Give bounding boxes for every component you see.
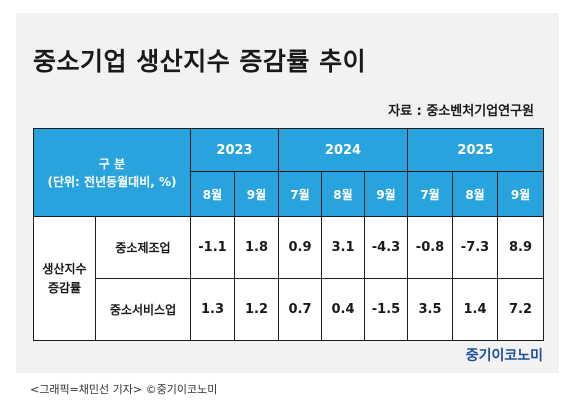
header-gubun-label: 구 분 [98, 156, 126, 171]
table-cell: -1.1 [190, 216, 235, 279]
table-cell: -4.3 [363, 216, 409, 279]
year-header: 2023 [190, 128, 279, 172]
table-cell: 3.5 [407, 278, 454, 341]
month-header: 8월 [190, 171, 235, 217]
row-label-services: 중소서비스업 [95, 278, 191, 341]
table-cell: 0.7 [278, 278, 322, 341]
year-header: 2025 [407, 128, 545, 172]
table-cell: 1.4 [452, 278, 499, 341]
header-unit-label: (단위: 전년동월대비, %) [47, 174, 177, 189]
table-cell: 1.3 [190, 278, 235, 341]
year-header: 2024 [277, 128, 409, 172]
data-table: 구 분 (단위: 전년동월대비, %) 2023 2024 2025 8월 9월… [33, 128, 545, 341]
table-cell: 0.9 [278, 216, 322, 279]
row-label-manufacturing: 중소제조업 [95, 216, 191, 279]
image-caption: <그래픽=채민선 기자> ©중기이코노미 [30, 383, 218, 396]
source-note: 자료 : 중소벤처기업연구원 [388, 104, 534, 119]
month-header: 7월 [407, 171, 454, 217]
category-cell: 생산지수 증감률 [33, 216, 96, 341]
table-cell: 0.4 [321, 278, 365, 341]
table-cell: 8.9 [497, 216, 545, 279]
month-header: 9월 [234, 171, 279, 217]
header-gubun: 구 분 (단위: 전년동월대비, %) [33, 128, 191, 217]
month-header: 8월 [452, 171, 499, 217]
table-cell: -1.5 [363, 278, 409, 341]
page-title: 중소기업 생산지수 증감률 추이 [33, 47, 367, 76]
table-cell: 3.1 [321, 216, 365, 279]
month-header: 7월 [278, 171, 322, 217]
table-cell: 7.2 [497, 278, 545, 341]
category-label-line1: 생산지수 [42, 261, 87, 276]
category-label-line2: 증감률 [47, 280, 82, 295]
table-cell: -7.3 [452, 216, 499, 279]
brand-logo: 중기이코노미 [465, 348, 543, 364]
month-header: 9월 [497, 171, 545, 217]
table-cell: 1.8 [234, 216, 279, 279]
table-cell: 1.2 [234, 278, 279, 341]
table-cell: -0.8 [407, 216, 454, 279]
month-header: 9월 [363, 171, 409, 217]
month-header: 8월 [321, 171, 365, 217]
